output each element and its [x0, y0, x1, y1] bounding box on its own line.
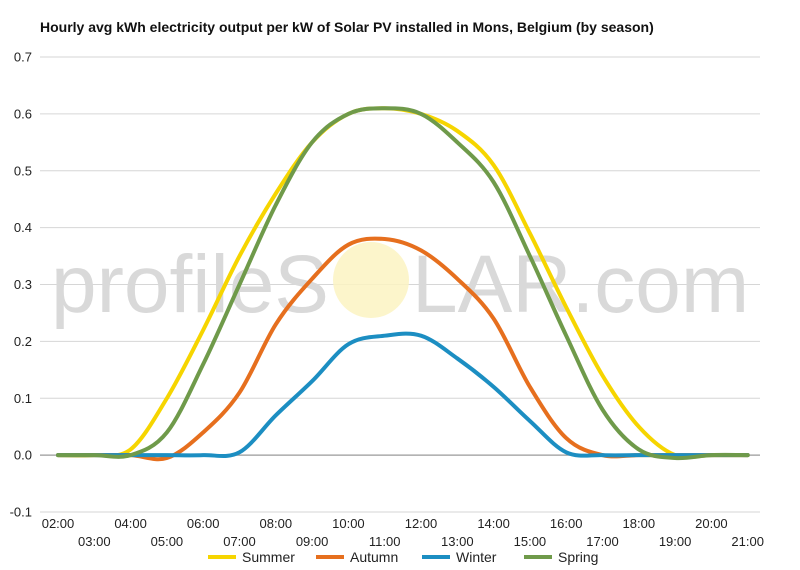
- sun-icon: [333, 242, 409, 318]
- y-tick-label: 0.2: [14, 334, 32, 349]
- x-tick-label: 07:00: [223, 534, 256, 549]
- watermark-text-before: profileS: [51, 239, 329, 330]
- series-line-spring: [56, 106, 750, 461]
- chart-title: Hourly avg kWh electricity output per kW…: [40, 19, 654, 35]
- x-tick-label: 05:00: [151, 534, 184, 549]
- x-tick-label: 14:00: [477, 516, 510, 531]
- x-tick-label: 03:00: [78, 534, 111, 549]
- x-tick-label: 08:00: [260, 516, 293, 531]
- y-tick-label: 0.3: [14, 277, 32, 292]
- y-tick-label: 0.1: [14, 391, 32, 406]
- y-tick-label: 0.5: [14, 163, 32, 178]
- y-tick-label: 0.0: [14, 448, 32, 463]
- series-layer: [56, 106, 750, 462]
- x-tick-label: 02:00: [42, 516, 75, 531]
- legend-label-autumn: Autumn: [350, 549, 398, 565]
- legend: Summer Autumn Winter Spring: [208, 549, 598, 565]
- watermark: profileS LAR.com: [51, 239, 749, 330]
- x-tick-label: 18:00: [623, 516, 656, 531]
- legend-label-spring: Spring: [558, 549, 598, 565]
- legend-label-winter: Winter: [456, 549, 497, 565]
- x-tick-label: 13:00: [441, 534, 474, 549]
- x-tick-label: 11:00: [369, 534, 401, 549]
- legend-label-summer: Summer: [242, 549, 295, 565]
- x-tick-label: 10:00: [332, 516, 365, 531]
- watermark-text-after: LAR.com: [412, 239, 749, 330]
- series-line-winter: [56, 331, 750, 459]
- y-tick-label: 0.4: [14, 220, 32, 235]
- x-tick-label: 21:00: [731, 534, 764, 549]
- x-tick-label: 20:00: [695, 516, 728, 531]
- y-tick-label: -0.1: [10, 505, 32, 520]
- x-tick-label: 04:00: [114, 516, 147, 531]
- x-tick-label: 17:00: [586, 534, 619, 549]
- x-tick-label: 16:00: [550, 516, 583, 531]
- x-tick-label: 09:00: [296, 534, 329, 549]
- y-tick-label: 0.6: [14, 106, 32, 121]
- x-tick-label: 06:00: [187, 516, 220, 531]
- x-tick-label: 15:00: [514, 534, 547, 549]
- x-tick-label: 19:00: [659, 534, 692, 549]
- x-tick-label: 12:00: [405, 516, 438, 531]
- y-tick-label: 0.7: [14, 50, 32, 65]
- y-axis: -0.1 0.0 0.1 0.2 0.3 0.4 0.5 0.6 0.7: [10, 50, 32, 520]
